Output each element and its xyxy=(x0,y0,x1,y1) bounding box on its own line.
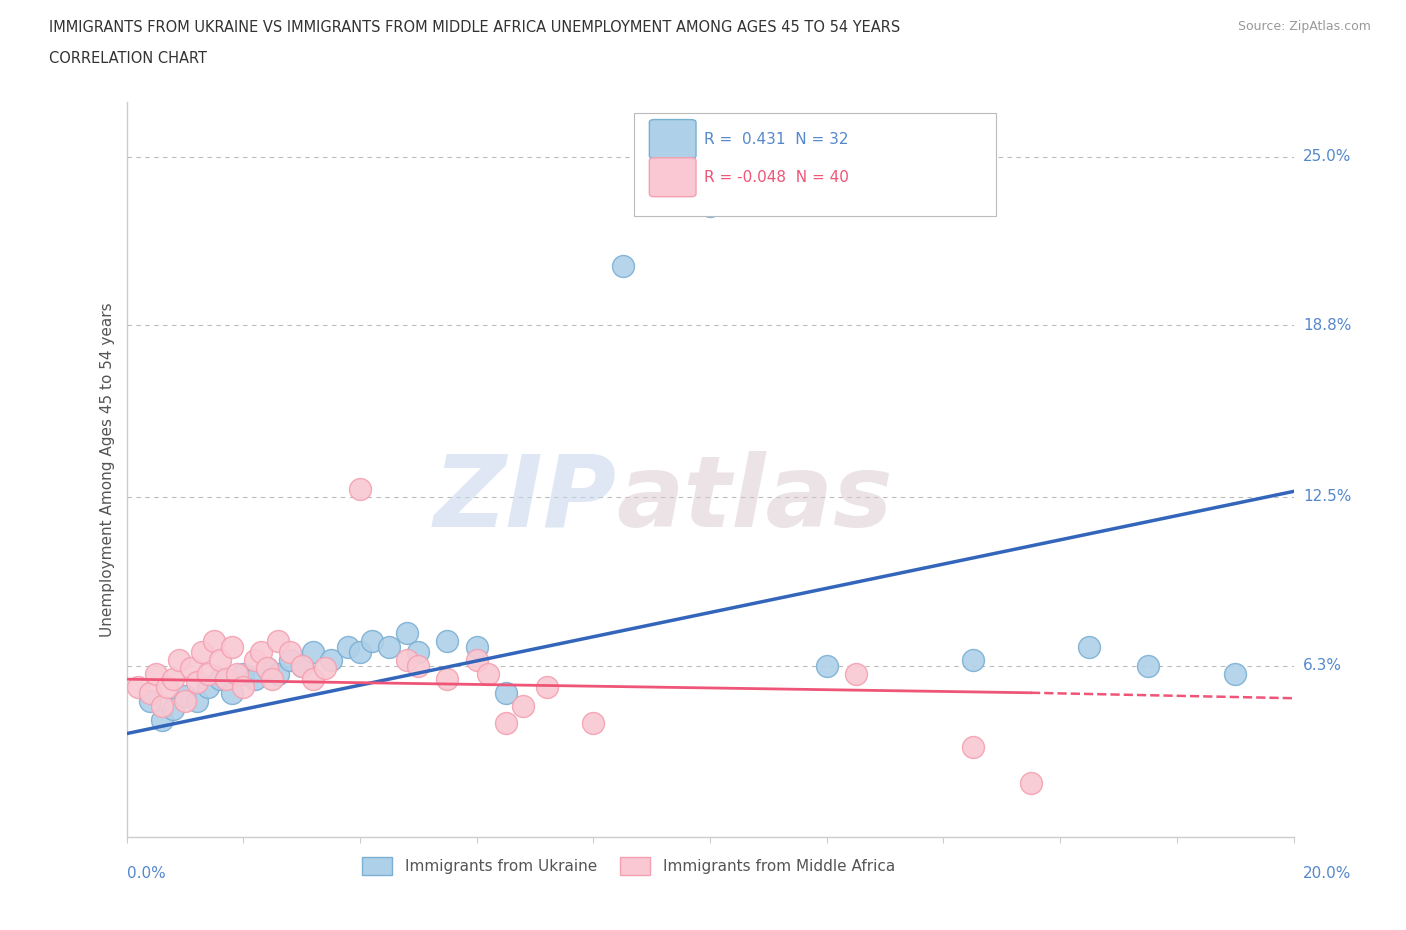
Point xyxy=(465,653,488,668)
Point xyxy=(191,644,214,659)
Point xyxy=(395,626,418,641)
Point xyxy=(290,658,312,673)
Text: 6.3%: 6.3% xyxy=(1303,658,1341,673)
Point xyxy=(162,701,184,716)
Point xyxy=(180,661,202,676)
Point xyxy=(167,653,190,668)
Point xyxy=(243,653,266,668)
Point xyxy=(267,633,290,648)
Legend: Immigrants from Ukraine, Immigrants from Middle Africa: Immigrants from Ukraine, Immigrants from… xyxy=(356,851,901,881)
Text: CORRELATION CHART: CORRELATION CHART xyxy=(49,51,207,66)
FancyBboxPatch shape xyxy=(650,158,696,197)
Point xyxy=(150,699,173,714)
Point xyxy=(319,653,342,668)
Y-axis label: Unemployment Among Ages 45 to 54 years: Unemployment Among Ages 45 to 54 years xyxy=(100,302,115,637)
Point xyxy=(512,699,534,714)
Point xyxy=(495,715,517,730)
FancyBboxPatch shape xyxy=(650,120,696,158)
Text: Source: ZipAtlas.com: Source: ZipAtlas.com xyxy=(1237,20,1371,33)
Text: 12.5%: 12.5% xyxy=(1303,489,1351,504)
Point xyxy=(150,712,173,727)
Point xyxy=(174,694,197,709)
Point xyxy=(262,671,284,686)
Point xyxy=(249,644,271,659)
Point xyxy=(408,644,430,659)
Point xyxy=(314,661,336,676)
Point xyxy=(845,666,868,681)
Point xyxy=(408,658,430,673)
Point xyxy=(232,680,254,695)
Point xyxy=(197,680,219,695)
Point xyxy=(699,198,721,213)
Point xyxy=(221,639,243,654)
Point xyxy=(162,671,184,686)
Point xyxy=(962,739,984,754)
Text: R = -0.048  N = 40: R = -0.048 N = 40 xyxy=(704,170,849,185)
Text: 0.0%: 0.0% xyxy=(127,867,166,882)
Point xyxy=(208,671,231,686)
Point xyxy=(145,666,167,681)
Point xyxy=(962,653,984,668)
Point xyxy=(465,639,488,654)
Point xyxy=(174,688,197,703)
Text: R =  0.431  N = 32: R = 0.431 N = 32 xyxy=(704,131,849,147)
Point xyxy=(477,666,499,681)
Point xyxy=(278,644,301,659)
Point xyxy=(202,633,225,648)
Point xyxy=(243,671,266,686)
Point xyxy=(1019,775,1042,790)
Point xyxy=(232,666,254,681)
Point xyxy=(1136,658,1159,673)
Point xyxy=(215,671,238,686)
Text: atlas: atlas xyxy=(617,450,893,548)
Point xyxy=(186,694,208,709)
Point xyxy=(139,685,162,700)
Point xyxy=(226,666,249,681)
Point xyxy=(290,658,312,673)
Point xyxy=(1078,639,1101,654)
Point xyxy=(127,680,149,695)
Point xyxy=(495,685,517,700)
Text: IMMIGRANTS FROM UKRAINE VS IMMIGRANTS FROM MIDDLE AFRICA UNEMPLOYMENT AMONG AGES: IMMIGRANTS FROM UKRAINE VS IMMIGRANTS FR… xyxy=(49,20,900,35)
Point xyxy=(302,671,325,686)
Point xyxy=(156,680,179,695)
Point xyxy=(349,644,371,659)
Point xyxy=(349,481,371,496)
Point xyxy=(815,658,838,673)
Text: 20.0%: 20.0% xyxy=(1303,867,1351,882)
Point xyxy=(612,259,634,273)
Point xyxy=(582,715,605,730)
Text: 18.8%: 18.8% xyxy=(1303,318,1351,333)
Point xyxy=(278,653,301,668)
Point xyxy=(139,694,162,709)
Point xyxy=(256,661,278,676)
Point xyxy=(186,674,208,689)
Point xyxy=(436,671,458,686)
Point xyxy=(208,653,231,668)
Point xyxy=(1223,666,1246,681)
Point xyxy=(302,644,325,659)
Point xyxy=(337,639,360,654)
Point xyxy=(267,666,290,681)
Point xyxy=(395,653,418,668)
Point xyxy=(197,666,219,681)
Text: 25.0%: 25.0% xyxy=(1303,149,1351,165)
Point xyxy=(360,633,382,648)
Point xyxy=(436,633,458,648)
Point xyxy=(221,685,243,700)
Point xyxy=(536,680,558,695)
Point xyxy=(256,661,278,676)
Text: ZIP: ZIP xyxy=(433,450,617,548)
Point xyxy=(378,639,401,654)
FancyBboxPatch shape xyxy=(634,113,995,216)
